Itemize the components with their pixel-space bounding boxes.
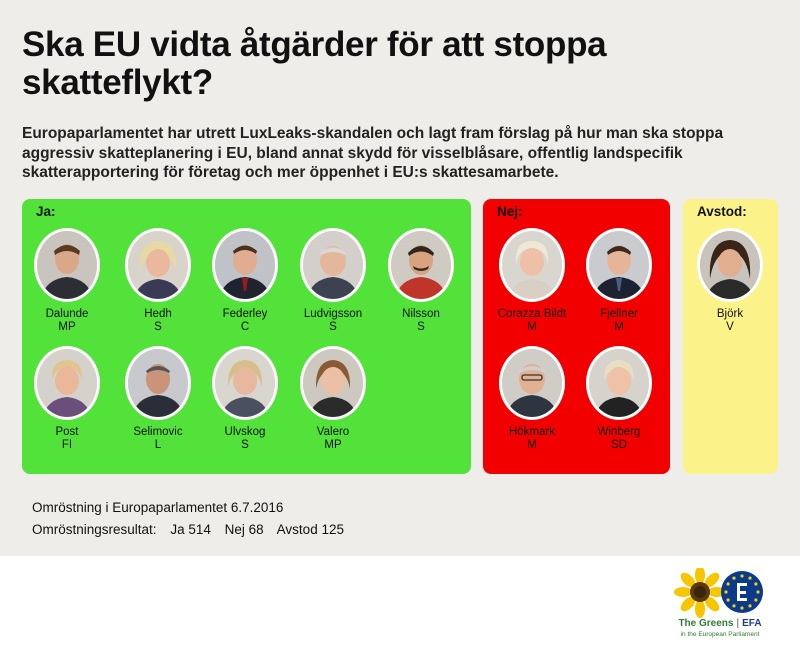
person-name: Post: [55, 426, 79, 438]
person-party: V: [726, 321, 734, 333]
portrait-photo: [499, 228, 565, 302]
person-name: Selimovic: [133, 426, 183, 438]
person-name: Fjellner: [600, 308, 638, 320]
person-party: M: [614, 321, 624, 333]
person-card: Hedh S: [116, 228, 200, 334]
person-party: S: [154, 321, 162, 333]
person-card: Björk V: [688, 228, 772, 334]
portrait-photo: [586, 228, 652, 302]
logo-efa: EFA: [742, 618, 762, 629]
person-card: Federley C: [203, 228, 287, 334]
portrait-photo: [212, 346, 278, 420]
page-title: Ska EU vidta åtgärder för att stoppa ska…: [22, 25, 607, 102]
vote-result: Omröstningsresultat: Ja 514 Nej 68 Avsto…: [32, 522, 354, 537]
portrait-photo: [300, 228, 366, 302]
person-party: C: [240, 321, 250, 333]
person-name: Valero: [316, 426, 350, 438]
vote-result-avstod: Avstod 125: [276, 522, 344, 537]
portrait-photo: [125, 346, 191, 420]
person-party: M: [527, 321, 537, 333]
footer-band: [0, 556, 800, 650]
portrait-photo: [34, 346, 100, 420]
logo-wordmark: The Greens | EFA: [664, 618, 776, 629]
person-party: S: [417, 321, 425, 333]
logo-separator: |: [736, 618, 740, 629]
portrait-photo: [499, 346, 565, 420]
portrait-photo: [212, 228, 278, 302]
person-party: S: [329, 321, 337, 333]
person-card: Winberg SD: [577, 346, 661, 452]
vote-result-ja: Ja 514: [170, 522, 211, 537]
person-name: Corazza Bildt: [497, 308, 567, 320]
person-party: FI: [61, 439, 73, 451]
sunflower-efa-logo-icon: [674, 566, 763, 618]
person-name: Ludvigsson: [303, 308, 363, 320]
person-party: S: [241, 439, 249, 451]
vote-date: Omröstning i Europaparlamentet 6.7.2016: [32, 500, 284, 515]
person-card: Nilsson S: [379, 228, 463, 334]
person-party: M: [527, 439, 537, 451]
person-name: Nilsson: [402, 308, 440, 320]
intro-text: Europaparlamentet har utrett LuxLeaks-sk…: [22, 125, 724, 181]
vote-result-nej: Nej 68: [224, 522, 264, 537]
person-name: Hökmark: [508, 426, 555, 438]
panel-nej-label: Nej:: [497, 204, 523, 219]
person-card: Selimovic L: [116, 346, 200, 452]
person-name: Björk: [716, 308, 744, 320]
person-name: Hedh: [144, 308, 172, 320]
panel-ja-label: Ja:: [36, 204, 56, 219]
person-party: MP: [58, 321, 76, 333]
portrait-photo: [125, 228, 191, 302]
person-card: Hökmark M: [490, 346, 574, 452]
person-card: Valero MP: [291, 346, 375, 452]
person-name: Dalunde: [45, 308, 89, 320]
person-card: Dalunde MP: [25, 228, 109, 334]
logo-greens: The Greens: [678, 618, 734, 629]
greens-efa-logo: The Greens | EFA in the European Parliamen…: [664, 566, 794, 644]
person-party: SD: [611, 439, 627, 451]
person-name: Federley: [222, 308, 268, 320]
portrait-photo: [697, 228, 763, 302]
person-card: Ludvigsson S: [291, 228, 375, 334]
person-card: Post FI: [25, 346, 109, 452]
portrait-photo: [300, 346, 366, 420]
person-party: L: [154, 439, 162, 451]
person-name: Ulvskog: [224, 426, 266, 438]
portrait-photo: [34, 228, 100, 302]
person-card: Corazza Bildt M: [490, 228, 574, 334]
person-name: Winberg: [597, 426, 641, 438]
vote-result-label: Omröstningsresultat:: [32, 522, 157, 537]
panel-avstod-label: Avstod:: [697, 204, 747, 219]
person-party: MP: [324, 439, 342, 451]
person-card: Ulvskog S: [203, 346, 287, 452]
person-card: Fjellner M: [577, 228, 661, 334]
portrait-photo: [388, 228, 454, 302]
portrait-photo: [586, 346, 652, 420]
logo-subtitle: in the European Parliament: [680, 631, 760, 638]
